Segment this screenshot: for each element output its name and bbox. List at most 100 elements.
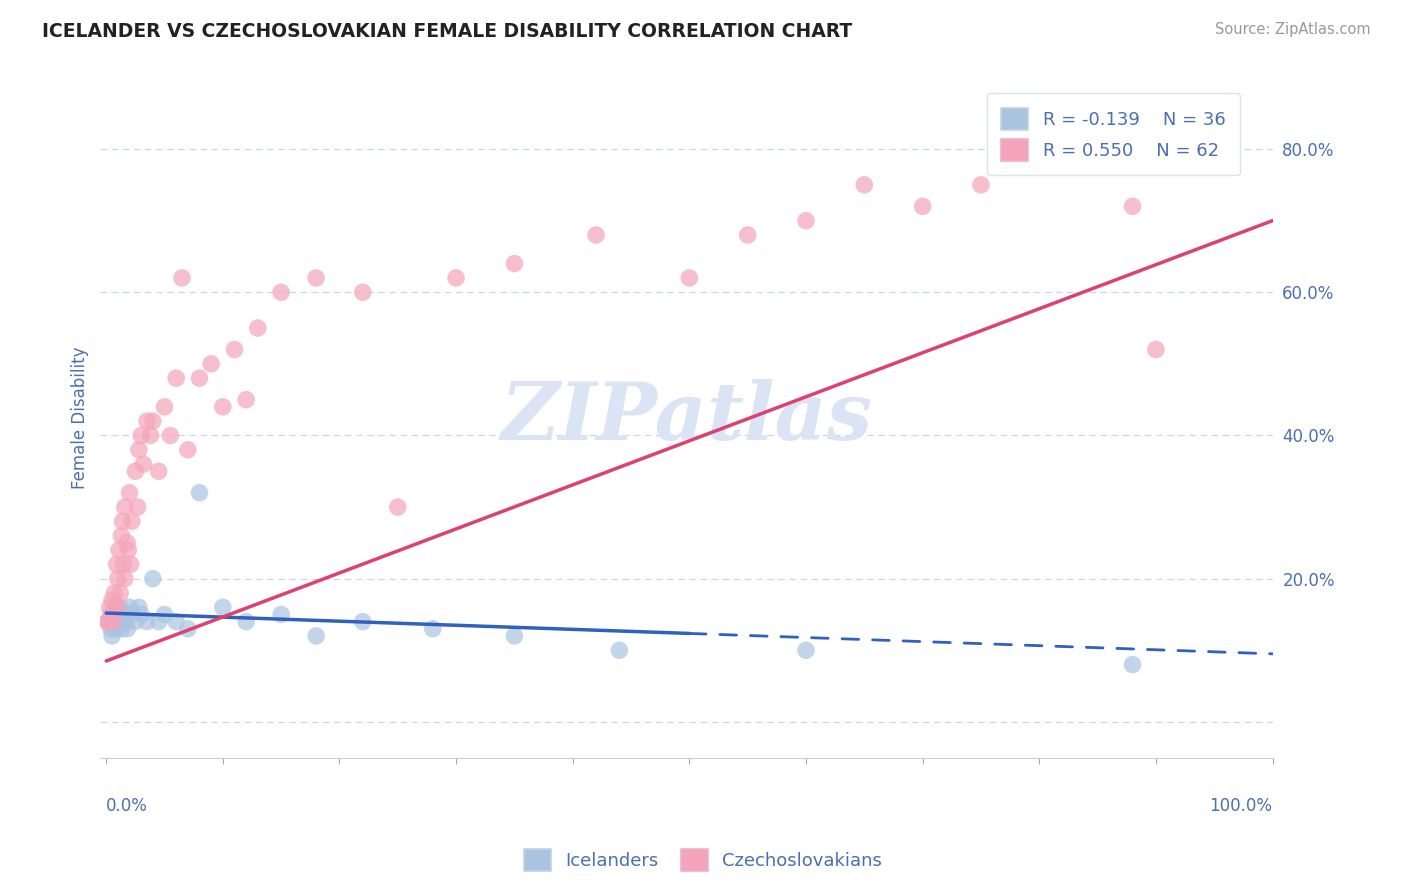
Point [1087,156,1109,170]
Point [128,442,150,457]
Point [211,400,233,414]
Point [110,622,132,636]
Point [503,257,526,271]
Point [121,607,143,622]
Point [96,615,118,629]
Point [103,586,125,600]
Point [165,371,187,385]
Point [104,622,127,636]
Point [188,371,211,385]
Point [211,600,233,615]
Point [136,615,159,629]
Point [148,615,170,629]
Point [609,643,631,657]
Point [121,515,143,529]
Point [110,529,132,543]
Point [107,572,129,586]
Point [111,515,134,529]
Point [105,558,128,572]
Point [794,213,817,227]
Point [112,558,135,572]
Point [129,607,152,622]
Point [118,600,141,615]
Point [246,321,269,335]
Text: ZIPatlas: ZIPatlas [501,379,873,457]
Point [108,543,131,558]
Point [235,615,257,629]
Point [97,615,120,629]
Point [104,600,127,615]
Point [737,227,759,242]
Text: Source: ZipAtlas.com: Source: ZipAtlas.com [1215,22,1371,37]
Point [305,271,328,285]
Point [153,400,176,414]
Point [114,615,136,629]
Point [114,500,136,514]
Point [1028,142,1050,156]
Point [117,543,139,558]
Point [270,607,292,622]
Point [200,357,222,371]
Point [270,285,292,300]
Point [970,178,993,192]
Point [503,629,526,643]
Point [422,622,444,636]
Point [101,593,124,607]
Point [120,558,142,572]
Point [153,607,176,622]
Point [1122,199,1144,213]
Point [235,392,257,407]
Point [148,464,170,478]
Point [142,572,165,586]
Point [115,622,138,636]
Text: ICELANDER VS CZECHOSLOVAKIAN FEMALE DISABILITY CORRELATION CHART: ICELANDER VS CZECHOSLOVAKIAN FEMALE DISA… [42,22,852,41]
Point [124,464,146,478]
Point [585,227,607,242]
Point [100,622,122,636]
Point [97,615,120,629]
Point [1204,113,1226,128]
Point [352,285,374,300]
Point [188,485,211,500]
Point [224,343,246,357]
Point [100,607,122,622]
Point [387,500,409,514]
Point [103,615,125,629]
Point [101,629,124,643]
Text: 0.0%: 0.0% [107,797,148,814]
Point [107,607,129,622]
Point [101,615,124,629]
Point [132,457,155,471]
Point [129,428,152,442]
Point [127,500,149,514]
Point [105,600,128,615]
Point [98,600,121,615]
Point [444,271,467,285]
Point [136,414,159,428]
Point [165,615,187,629]
Point [1144,142,1167,156]
Point [678,271,700,285]
Point [1144,343,1167,357]
Point [170,271,193,285]
Legend: Icelanders, Czechoslovakians: Icelanders, Czechoslovakians [517,842,889,879]
Point [124,615,146,629]
Point [114,572,136,586]
Point [794,643,817,657]
Point [159,428,181,442]
Point [112,607,135,622]
Point [115,536,138,550]
Point [911,199,934,213]
Point [108,586,131,600]
Point [352,615,374,629]
Point [139,428,162,442]
Point [118,485,141,500]
Point [108,615,131,629]
Text: 100.0%: 100.0% [1209,797,1272,814]
Point [1122,657,1144,672]
Point [101,607,124,622]
Point [105,600,128,615]
Y-axis label: Female Disability: Female Disability [72,346,89,489]
Point [108,600,131,615]
Point [177,622,200,636]
